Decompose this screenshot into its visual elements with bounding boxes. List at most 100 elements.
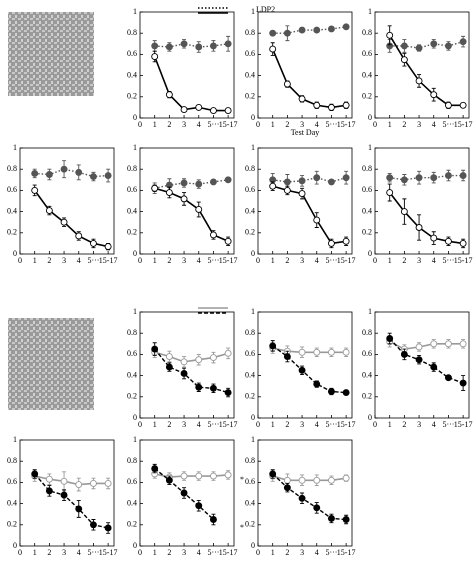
data-point	[224, 40, 232, 48]
data-point	[415, 77, 423, 85]
micrograph	[8, 12, 94, 96]
y-tick-label: 0.6	[362, 49, 372, 58]
data-point	[415, 224, 423, 231]
data-point	[195, 206, 203, 213]
data-point	[298, 190, 306, 198]
data-point	[430, 40, 438, 48]
data-point	[444, 374, 452, 382]
data-point	[195, 502, 203, 510]
x-tick-label: 5···	[207, 420, 219, 429]
x-tick-label: 15-17	[219, 120, 238, 129]
data-point	[180, 195, 188, 203]
data-point	[180, 358, 188, 366]
y-tick-label: 0.2	[245, 392, 255, 401]
y-tick-label: 0.2	[245, 92, 255, 101]
x-tick-label: 15-17	[219, 256, 238, 265]
x-tick-label: 15-17	[454, 420, 473, 429]
x-tick-label: 15-17	[454, 120, 473, 129]
series-line	[389, 41, 464, 49]
data-point	[444, 237, 452, 245]
data-point	[327, 239, 335, 247]
y-tick-label: 0	[133, 413, 137, 422]
y-tick-label: 0.8	[245, 456, 255, 465]
x-tick-label: 3	[417, 256, 421, 265]
x-tick-label: 2	[285, 256, 289, 265]
data-point	[415, 44, 423, 52]
x-tick-label: 3	[417, 120, 421, 129]
y-tick-label: 0.8	[7, 164, 17, 173]
data-point	[400, 42, 408, 50]
x-tick-label: 4	[315, 120, 319, 129]
y-tick-label: 0.2	[362, 392, 372, 401]
series-line	[154, 348, 229, 394]
data-point	[269, 470, 277, 478]
data-point	[327, 178, 335, 186]
data-point	[209, 516, 217, 523]
data-point	[209, 231, 217, 239]
x-tick-label: 0	[138, 420, 142, 429]
y-tick-label: 0.8	[7, 456, 17, 465]
plot-frame	[19, 439, 115, 547]
x-tick-label: 15-17	[337, 120, 356, 129]
y-tick-label: 0	[368, 249, 372, 258]
y-tick-label: 0.2	[7, 520, 17, 529]
data-point	[283, 186, 291, 194]
x-tick-label: 1	[33, 256, 37, 265]
x-tick-label: 2	[402, 256, 406, 265]
y-tick-label: 1	[13, 143, 17, 152]
x-tick-label: 1	[33, 548, 37, 557]
plot-frame	[139, 147, 235, 255]
data-point	[400, 56, 408, 64]
data-point	[180, 179, 188, 187]
data-point	[224, 107, 232, 115]
data-point	[165, 91, 173, 99]
series-line	[271, 48, 347, 109]
y-tick-label: 1	[133, 307, 137, 316]
data-point	[313, 101, 321, 109]
x-tick-label: 1	[271, 548, 275, 557]
x-tick-label: 2	[47, 256, 51, 265]
series-line	[154, 187, 229, 243]
data-point	[75, 505, 83, 513]
data-point	[165, 353, 173, 360]
data-point	[415, 356, 423, 364]
y-tick-label: 0.8	[362, 328, 372, 337]
data-point	[430, 174, 438, 182]
data-point	[327, 103, 335, 111]
plot-frame	[257, 311, 353, 419]
data-point	[342, 348, 350, 356]
x-tick-label: 0	[256, 548, 260, 557]
y-tick-label: 0.4	[362, 370, 372, 379]
y-tick-label: 0.2	[127, 520, 137, 529]
x-tick-label: 4	[432, 420, 436, 429]
x-tick-label: 4	[197, 548, 201, 557]
data-point	[459, 101, 467, 109]
y-tick-label: 0.6	[7, 477, 17, 486]
x-tick-label: 3	[300, 256, 304, 265]
x-tick-label: 2	[47, 548, 51, 557]
data-point	[386, 189, 394, 196]
data-point	[283, 353, 291, 360]
x-tick-label: 0	[138, 256, 142, 265]
x-tick-label: 4	[315, 420, 319, 429]
data-point	[104, 480, 112, 487]
y-tick-label: 0.6	[127, 349, 137, 358]
data-point	[180, 370, 188, 377]
plot-frame	[139, 439, 235, 547]
data-point	[165, 189, 173, 196]
data-point	[75, 168, 83, 176]
data-point	[60, 477, 68, 485]
x-tick-label: 4	[432, 256, 436, 265]
x-tick-label: 5···	[442, 120, 454, 129]
data-point	[386, 174, 394, 182]
data-point	[430, 234, 438, 242]
y-tick-label: 0	[251, 541, 255, 550]
y-tick-label: 0.8	[362, 28, 372, 37]
data-point	[195, 43, 203, 51]
data-point	[298, 366, 306, 374]
plot-frame	[139, 11, 235, 119]
data-point	[459, 379, 467, 387]
data-point	[104, 243, 112, 251]
y-tick-label: 1	[251, 7, 255, 16]
